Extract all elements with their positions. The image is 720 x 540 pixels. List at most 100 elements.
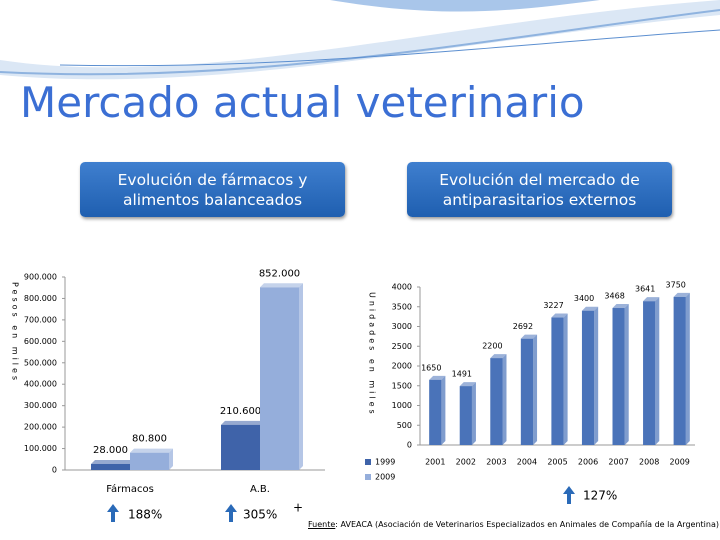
bar-side xyxy=(441,375,446,445)
y-tick-label: 600.000 xyxy=(24,337,57,346)
y-tick-label: 300.000 xyxy=(24,401,57,410)
bar-top xyxy=(551,313,568,318)
y-tick-label: 700.000 xyxy=(24,315,57,324)
y-tick-label: 1500 xyxy=(392,381,412,390)
y-tick-label: 4000 xyxy=(392,283,412,292)
bar-side xyxy=(169,448,173,470)
x-tick-label: 2002 xyxy=(456,458,476,467)
x-tick-label: 2003 xyxy=(486,458,506,467)
y-tick-label: 200.000 xyxy=(24,423,57,432)
bar xyxy=(459,386,472,445)
x-tick-label: 2004 xyxy=(517,458,537,467)
header-box: Evolución del mercado de antiparasitario… xyxy=(407,162,672,217)
arrow xyxy=(225,504,237,522)
decoration xyxy=(0,0,720,80)
y-tick-label: 500.000 xyxy=(24,358,57,367)
change-label: 127% xyxy=(583,489,617,503)
source: Fuente: AVEACA (Asociación de Veterinari… xyxy=(308,520,719,529)
x-tick-label: 2007 xyxy=(608,458,628,467)
bar-side xyxy=(624,304,629,445)
y-tick-label: 0 xyxy=(52,466,57,475)
bar xyxy=(221,424,260,470)
bar-top xyxy=(673,292,690,297)
bar-top xyxy=(490,354,507,359)
value-label: 3227 xyxy=(543,301,563,310)
x-tick-label: A.B. xyxy=(250,484,270,495)
y-tick-label: 1000 xyxy=(392,401,412,410)
source-label: Fuente xyxy=(308,520,336,529)
bar-top xyxy=(221,420,264,425)
bar xyxy=(673,296,686,445)
x-tick-label: 2001 xyxy=(425,458,445,467)
bar xyxy=(551,317,564,445)
slide-title: Mercado actual veterinario xyxy=(20,78,585,127)
source-text: : AVEACA (Asociación de Veterinarios Esp… xyxy=(335,520,719,529)
value-label: 2200 xyxy=(482,342,502,351)
x-tick-label: 2009 xyxy=(670,458,690,467)
y-tick-label: 0 xyxy=(407,441,412,450)
y-axis-label: Pesos en miles xyxy=(11,282,20,383)
bar-top xyxy=(91,459,134,464)
legend-label: 2009 xyxy=(375,473,395,482)
legend-swatch xyxy=(365,459,371,465)
bar-side xyxy=(685,292,690,445)
bar-top xyxy=(459,382,476,387)
legend-label: 1999 xyxy=(375,458,395,467)
bar xyxy=(581,310,595,445)
x-tick-label: Fármacos xyxy=(106,483,154,495)
value-label: 3400 xyxy=(574,294,594,303)
y-tick-label: 3500 xyxy=(392,302,412,311)
bar-top xyxy=(520,334,538,339)
decoration xyxy=(59,29,720,67)
bar xyxy=(91,463,130,470)
x-tick-label: 2005 xyxy=(547,458,567,467)
value-label: 852.000 xyxy=(259,268,300,279)
bar-side xyxy=(563,313,568,445)
bar-side xyxy=(533,334,538,445)
bar-side xyxy=(502,354,507,445)
bar-side xyxy=(594,306,599,445)
value-label: 3641 xyxy=(635,285,655,294)
bar-top xyxy=(581,306,599,311)
bar xyxy=(260,287,299,470)
bar xyxy=(612,308,625,445)
bar-top xyxy=(643,297,660,302)
header-box: Evolución de fármacos y alimentos balanc… xyxy=(80,162,345,217)
y-tick-label: 400.000 xyxy=(24,380,57,389)
change-label: + xyxy=(293,501,303,515)
arrow xyxy=(563,486,575,504)
bar-top xyxy=(130,448,173,453)
value-label: 2692 xyxy=(513,322,533,331)
bar xyxy=(130,452,169,470)
bar-side xyxy=(299,283,303,470)
value-label: 28.000 xyxy=(93,445,128,456)
y-tick-label: 500 xyxy=(397,421,412,430)
y-tick-label: 2500 xyxy=(392,342,412,351)
bar-top xyxy=(260,283,303,288)
bar-side xyxy=(471,382,476,445)
y-tick-label: 900.000 xyxy=(24,273,57,282)
bar-top xyxy=(612,304,629,309)
bar xyxy=(429,379,442,445)
change-label: 188% xyxy=(128,508,162,522)
bar-top xyxy=(429,375,446,380)
arrow xyxy=(107,504,119,522)
y-axis-label: Unidades en miles xyxy=(368,292,377,417)
bar xyxy=(643,301,656,445)
value-label: 1650 xyxy=(421,363,441,372)
decoration xyxy=(330,0,600,12)
y-tick-label: 100.000 xyxy=(24,444,57,453)
value-label: 1491 xyxy=(452,370,472,379)
y-tick-label: 3000 xyxy=(392,322,412,331)
value-label: 210.600 xyxy=(220,406,261,417)
change-label: 305% xyxy=(243,508,277,522)
value-label: 80.800 xyxy=(132,434,167,445)
value-label: 3750 xyxy=(666,280,686,289)
x-tick-label: 2006 xyxy=(578,458,598,467)
bar xyxy=(490,358,503,445)
value-label: 3468 xyxy=(604,292,624,301)
bar-side xyxy=(655,297,660,445)
x-tick-label: 2008 xyxy=(639,458,659,467)
